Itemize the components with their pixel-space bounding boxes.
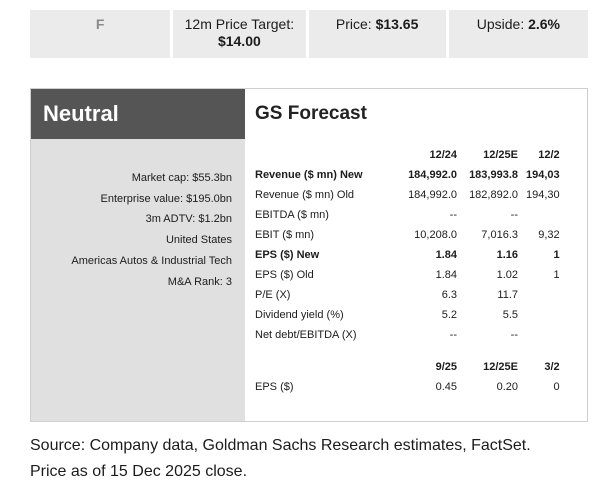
- source-line: Source: Company data, Goldman Sachs Rese…: [30, 437, 531, 454]
- table-row: Dividend yield (%) 5.2 5.5: [251, 305, 560, 325]
- forecast-title: GS Forecast: [255, 103, 367, 124]
- meta-enterprise-value: Enterprise value: $195.0bn: [100, 192, 232, 205]
- cell-value: 1.16: [496, 249, 518, 261]
- row-label: Dividend yield (%): [255, 309, 344, 321]
- column-header: [251, 145, 400, 165]
- column-header: [251, 357, 400, 377]
- table-row: Revenue ($ mn) Old 184,992.0 182,892.0 194,…: [251, 185, 560, 205]
- cell-value: --: [449, 329, 457, 341]
- upside-cell: Upside: 2.6%: [448, 10, 588, 58]
- upside-label: Upside:: [476, 16, 525, 32]
- cell-value: 194,03: [526, 169, 560, 181]
- cell-value: 183,993.8: [469, 169, 518, 181]
- price-label: Price:: [335, 16, 372, 32]
- table-row: EPS ($) 0.45 0.20 0: [251, 377, 560, 397]
- cell-value: --: [510, 329, 518, 341]
- row-label: EPS ($) New: [255, 249, 320, 261]
- price-target-cell: 12m Price Target: $14.00: [173, 10, 306, 58]
- price-cell: Price: $13.65: [308, 10, 446, 58]
- upside-value: 2.6%: [528, 16, 561, 32]
- price-target-value: $14.00: [217, 33, 261, 49]
- cell-value: 0.20: [496, 381, 518, 393]
- cell-value: 1: [553, 269, 560, 281]
- row-label: EPS ($) Old: [255, 269, 314, 281]
- summary-bar: F 12m Price Target: $14.00 Price: $13.65…: [30, 10, 588, 58]
- cell-value: 184,992.0: [408, 169, 457, 181]
- ticker-symbol: F: [95, 16, 105, 32]
- cell-value: 1: [553, 249, 560, 261]
- cell-value: 11.7: [497, 289, 518, 301]
- cell-value: 6.3: [441, 289, 457, 301]
- cell-value: --: [510, 209, 518, 221]
- column-header: 12/25E: [483, 149, 518, 161]
- company-panel: Neutral Market cap: $55.3bn Enterprise v…: [31, 89, 245, 421]
- cell-value: 0.45: [435, 381, 457, 393]
- quarter-header: 9/25 12/25E 3/2: [251, 357, 560, 377]
- table-spacer: [251, 345, 560, 357]
- meta-region: United States: [165, 234, 232, 247]
- forecast-panel: GS Forecast 12/24 12/25E 12/2 Revenue ($ mn…: [245, 89, 587, 421]
- meta-market-cap: Market cap: $55.3bn: [131, 172, 232, 184]
- table-row: EPS ($) New 1.84 1.16 1: [251, 245, 560, 265]
- column-header: 12/24: [429, 149, 457, 161]
- cell-value: [522, 205, 560, 225]
- source-note: Source: Company data, Goldman Sachs Rese…: [30, 433, 531, 485]
- table-row: EPS ($) Old 1.84 1.02 1: [251, 265, 560, 285]
- table-row: EBITDA ($ mn) -- --: [251, 205, 560, 225]
- column-header: 12/25E: [483, 361, 518, 373]
- cell-value: [522, 285, 560, 305]
- cell-value: 194,30: [526, 189, 560, 201]
- table-row: EBIT ($ mn) 10,208.0 7,016.3 9,32: [251, 225, 560, 245]
- cell-value: 1.84: [435, 249, 457, 261]
- cell-value: 7,016.3: [481, 229, 518, 241]
- meta-adtv: 3m ADTV: $1.2bn: [145, 213, 232, 226]
- table-row: Net debt/EBITDA (X) -- --: [251, 325, 560, 345]
- forecast-card: Neutral Market cap: $55.3bn Enterprise v…: [30, 88, 588, 422]
- ticker-cell: F: [30, 10, 171, 58]
- cell-value: 5.2: [441, 309, 457, 321]
- price-date-line: Price as of 15 Dec 2025 close.: [30, 463, 248, 480]
- cell-value: 5.5: [502, 309, 518, 321]
- cell-value: [522, 325, 560, 345]
- column-header: 9/25: [435, 361, 457, 373]
- table-header: 12/24 12/25E 12/2: [251, 145, 560, 165]
- cell-value: 1.02: [496, 269, 518, 281]
- meta-ma-rank: M&A Rank: 3: [167, 275, 232, 288]
- row-label: EBITDA ($ mn): [255, 209, 329, 221]
- rating-badge: Neutral: [31, 89, 245, 139]
- price-target-label: 12m Price Target:: [184, 16, 295, 32]
- row-label: Revenue ($ mn) Old: [255, 189, 355, 201]
- cell-value: 10,208.0: [414, 229, 457, 241]
- row-label: Net debt/EBITDA (X): [255, 329, 357, 341]
- row-label: EPS ($): [255, 381, 294, 393]
- row-label: P/E (X): [255, 289, 291, 301]
- meta-coverage: Americas Autos & Industrial Tech: [71, 254, 232, 267]
- table-row: Revenue ($ mn) New 184,992.0 183,993.8 194,…: [251, 165, 560, 185]
- cell-value: 1.84: [435, 269, 457, 281]
- row-label: EBIT ($ mn): [255, 229, 315, 241]
- cell-value: 0: [553, 381, 560, 393]
- cell-value: [522, 305, 560, 325]
- row-label: Revenue ($ mn) New: [255, 169, 363, 181]
- cell-value: 182,892.0: [469, 189, 518, 201]
- cell-value: 9,32: [538, 229, 560, 241]
- table-row: P/E (X) 6.3 11.7: [251, 285, 560, 305]
- column-header: 3/2: [544, 361, 560, 373]
- cell-value: --: [449, 209, 457, 221]
- cell-value: 184,992.0: [408, 189, 457, 201]
- column-header: 12/2: [538, 149, 560, 161]
- company-meta: Market cap: $55.3bn Enterprise value: $1…: [31, 139, 245, 292]
- forecast-table: 12/24 12/25E 12/2 Revenue ($ mn) New 184,992…: [251, 145, 560, 397]
- price-value: $13.65: [375, 16, 419, 32]
